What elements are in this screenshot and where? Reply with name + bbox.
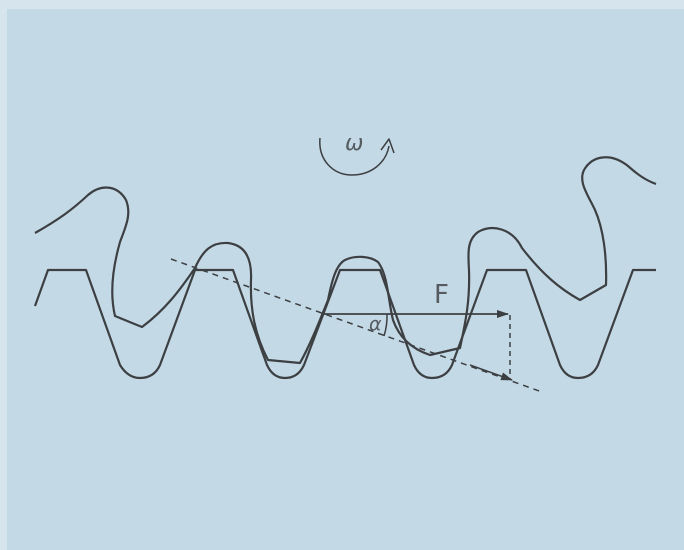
rotation-arrowhead-icon xyxy=(380,138,395,154)
omega-label: ω xyxy=(345,131,363,156)
rotation-arrow xyxy=(319,137,390,176)
diagram-panel xyxy=(7,9,684,550)
line-of-action xyxy=(170,258,543,393)
rack-profile xyxy=(33,268,656,380)
alpha-angle-arc xyxy=(383,313,388,337)
force-label: F xyxy=(434,280,449,310)
alpha-label: α xyxy=(369,313,382,335)
force-component-arrow xyxy=(469,364,513,381)
worn-gear-profile xyxy=(34,156,657,365)
